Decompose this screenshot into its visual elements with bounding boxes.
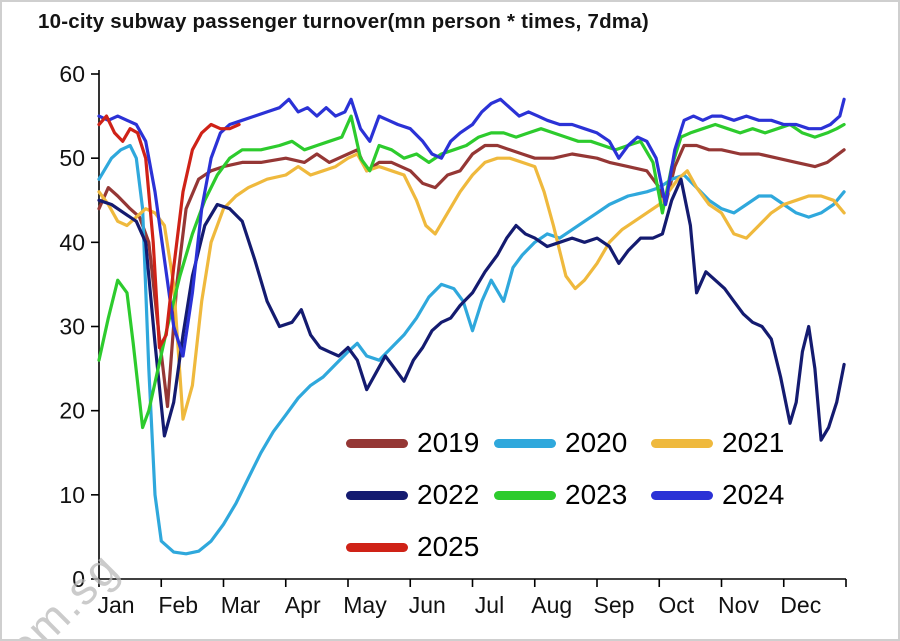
- y-tick-label: 20: [59, 398, 85, 424]
- axes: [91, 70, 847, 587]
- x-tick-label: Aug: [531, 592, 572, 618]
- chart-title: 10-city subway passenger turnover(mn per…: [38, 10, 649, 33]
- legend-swatch-2021: [651, 438, 713, 448]
- y-tick-label: 60: [59, 61, 85, 87]
- x-tick-label: Mar: [221, 592, 261, 618]
- x-tick-label: Sep: [594, 592, 635, 618]
- series-line-2022: [97, 177, 846, 442]
- y-tick-label: 0: [72, 566, 85, 592]
- legend-swatch-2023: [494, 490, 556, 500]
- legend-label-2022: 2022: [417, 479, 480, 510]
- legend-label-2019: 2019: [417, 427, 480, 458]
- legend-swatch-2025: [346, 542, 408, 552]
- legend-item-2025: 2025: [346, 529, 494, 565]
- legend-label-2023: 2023: [565, 479, 628, 510]
- legend-item-2020: 2020: [494, 425, 651, 461]
- legend-item-2024: 2024: [651, 477, 801, 513]
- series-line-2021: [97, 152, 846, 421]
- legend-swatch-2020: [494, 438, 556, 448]
- x-tick-label: Oct: [658, 592, 694, 618]
- legend-swatch-2019: [346, 438, 408, 448]
- chart-legend: 2019 2020 2021 2022 2023 2024 2025: [346, 425, 801, 565]
- legend-label-2024: 2024: [722, 479, 785, 510]
- legend-item-2023: 2023: [494, 477, 651, 513]
- series-line-2020: [97, 143, 846, 556]
- x-tick-label: May: [343, 592, 387, 618]
- legend-swatch-2022: [346, 490, 408, 500]
- x-tick-label: Dec: [780, 592, 821, 618]
- y-tick-label: 30: [59, 314, 85, 340]
- x-tick-label: Feb: [158, 592, 198, 618]
- x-tick-label: Jul: [475, 592, 504, 618]
- y-tick-label: 50: [59, 145, 85, 171]
- legend-swatch-2024: [651, 490, 713, 500]
- legend-item-2022: 2022: [346, 477, 494, 513]
- legend-label-2020: 2020: [565, 427, 628, 458]
- x-tick-label: Jun: [409, 592, 446, 618]
- series-line-2019: [97, 143, 846, 409]
- y-tick-label: 40: [59, 229, 85, 255]
- x-tick-label: Nov: [718, 592, 759, 618]
- x-tick-label: Apr: [285, 592, 321, 618]
- legend-label-2025: 2025: [417, 531, 480, 562]
- x-tick-label: Jan: [97, 592, 134, 618]
- series-line-2025: [97, 114, 241, 350]
- legend-item-2021: 2021: [651, 425, 801, 461]
- series-line-2024: [97, 97, 846, 358]
- y-tick-label: 10: [59, 482, 85, 508]
- legend-label-2021: 2021: [722, 427, 785, 458]
- legend-item-2019: 2019: [346, 425, 494, 461]
